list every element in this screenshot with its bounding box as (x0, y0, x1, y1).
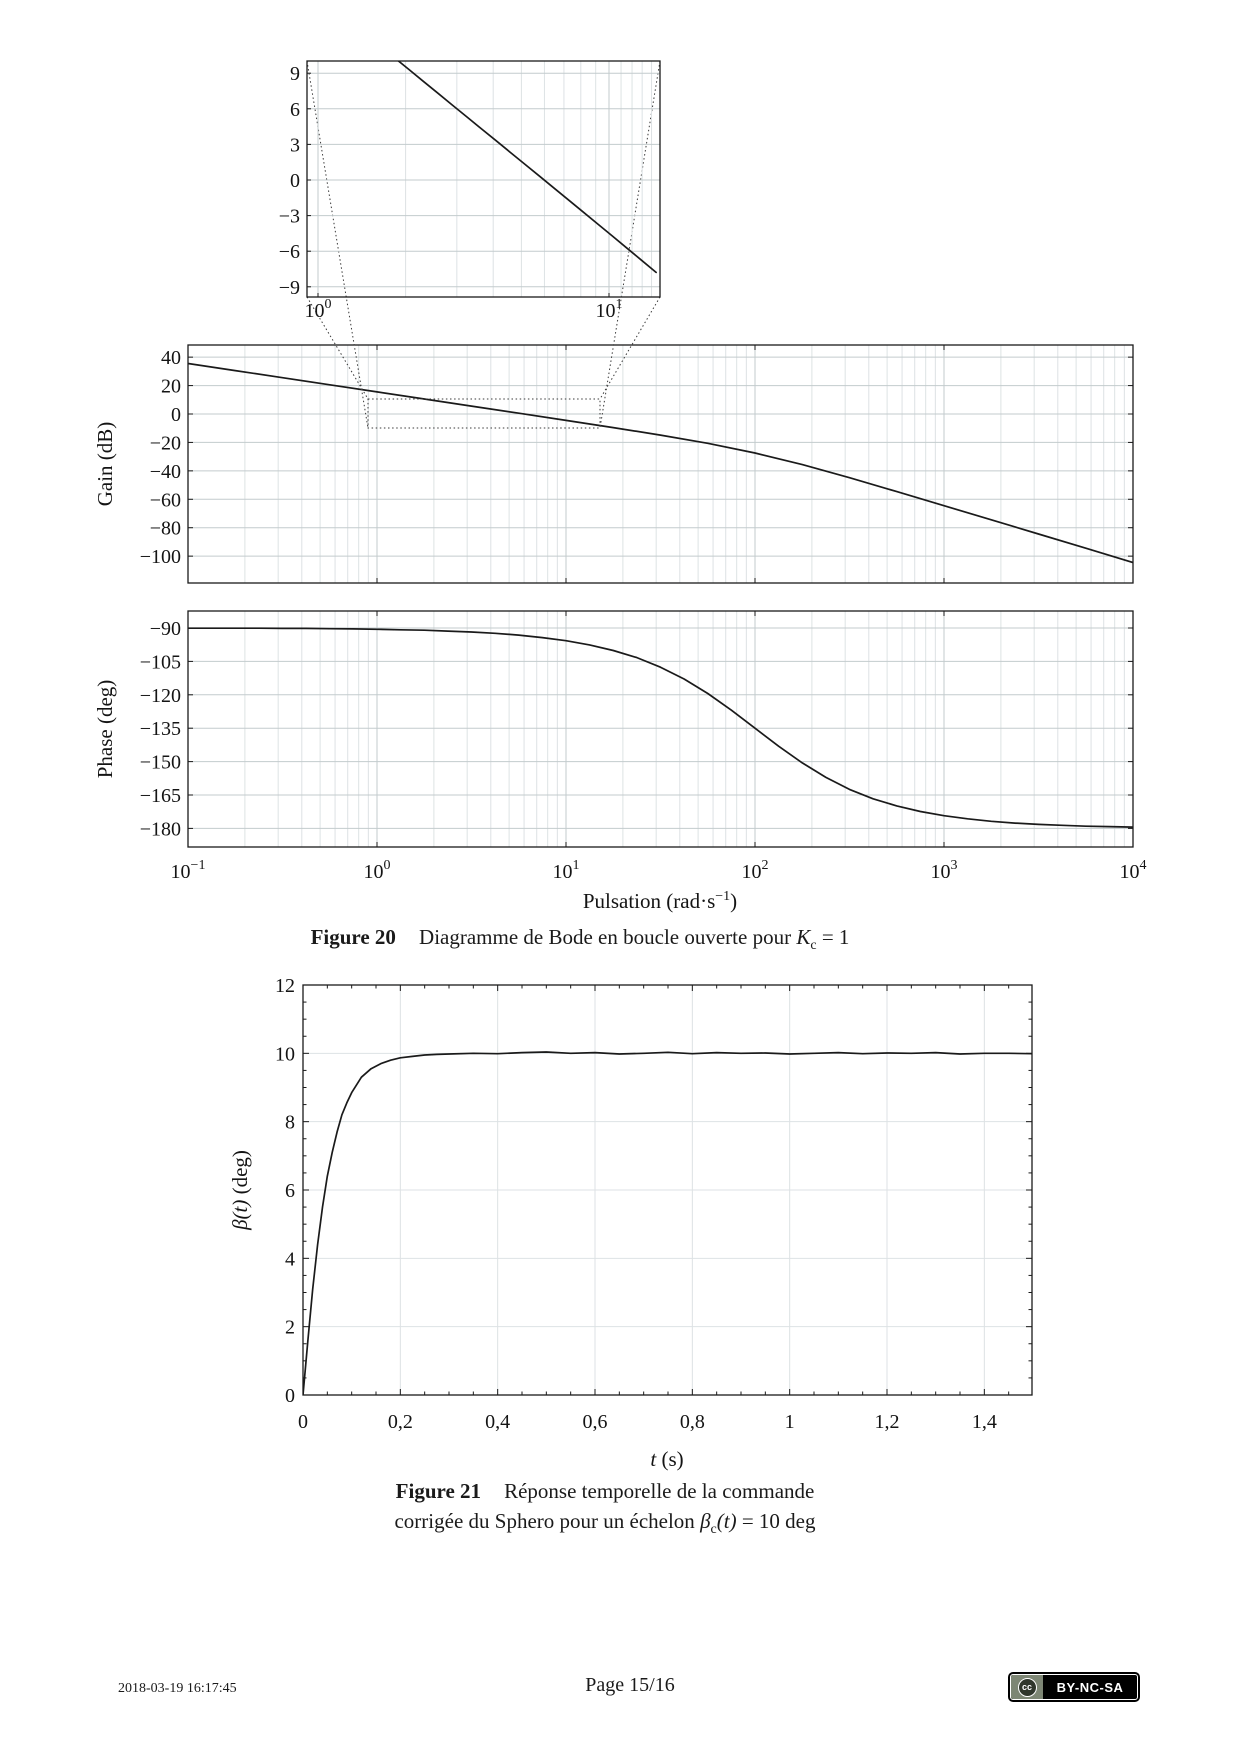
phase-ytick-label: −105 (140, 651, 181, 673)
phase-ytick-label: −150 (140, 752, 181, 774)
inset-xtick-label: 100 (305, 297, 332, 322)
step-xtick-label: 0 (298, 1411, 308, 1433)
step-xtick-label: 1 (785, 1411, 795, 1433)
step-xtick-label: 1,4 (972, 1411, 997, 1433)
inset-ytick-label: 9 (290, 63, 300, 85)
cc-license-text: BY-NC-SA (1056, 1679, 1124, 1695)
step-xtick-label: 0,4 (485, 1411, 510, 1433)
gain-ytick-label: 0 (171, 404, 181, 426)
step-response-curve (303, 1051, 1032, 1395)
figure21-caption: Figure 21 Réponse temporelle de la comman… (185, 1476, 1025, 1545)
inset-ytick-label: −6 (279, 241, 300, 263)
figure21-caption-beta-paren: (t) (716, 1509, 737, 1533)
phase-ytick-label: −135 (140, 718, 181, 740)
phase-ytick-label: −90 (150, 618, 181, 640)
step-ytick-label: 4 (285, 1248, 295, 1270)
figure20-caption-math-sub: c (810, 938, 817, 954)
figure20-caption-label: Figure 20 (310, 925, 396, 949)
phase-ytick-label: −165 (140, 785, 181, 807)
inset-xtick-label: 101 (596, 297, 623, 322)
figure20-caption-math: K (796, 925, 811, 949)
figure21-caption-body2: corrigée du Sphero pour un échelon (394, 1509, 701, 1533)
inset-ytick-label: −9 (279, 277, 300, 299)
gain-ytick-label: 40 (161, 347, 181, 369)
pulsation-tick-label: 101 (553, 858, 580, 883)
gain-ytick-label: −80 (150, 518, 181, 540)
spy-connector (306, 60, 369, 429)
footer-timestamp: 2018-03-19 16:17:45 (118, 1681, 237, 1696)
gain-ytick-label: −20 (150, 432, 181, 454)
inset-gain-curve (397, 61, 657, 274)
inset-ytick-label: −3 (279, 206, 300, 228)
cc-icon: cc (1017, 1677, 1037, 1697)
cc-icon-zone: cc (1011, 1675, 1043, 1699)
figure21-caption-beta: β (700, 1509, 711, 1533)
step-ytick-label: 6 (285, 1180, 295, 1202)
cc-badge-inner: cc BY-NC-SA (1010, 1674, 1138, 1700)
step-ytick-label: 12 (275, 975, 295, 997)
spy-connector (306, 296, 369, 400)
pulsation-tick-label: 104 (1120, 858, 1147, 883)
figure21-caption-body1: Réponse temporelle de la commande (504, 1479, 815, 1503)
gain-ytick-label: −60 (150, 489, 181, 511)
footer-page-number: Page 15/16 (585, 1674, 675, 1696)
bode-gain-plot: 40 20 0 −20 −40 −60 −80 −100 Gain (dB) (93, 344, 1134, 584)
inset-ytick-label: 0 (290, 170, 300, 192)
phase-ytick-label: −180 (140, 818, 181, 840)
step-ytick-label: 0 (285, 1385, 295, 1407)
phase-axis-label: Phase (deg) (93, 680, 117, 779)
pulsation-tick-label: 100 (364, 858, 391, 883)
pulsation-tick-label: 10−1 (171, 858, 206, 883)
gain-axis-label: Gain (dB) (93, 422, 117, 507)
phase-frame (187, 610, 1134, 848)
figure21-caption-line2: corrigée du Sphero pour un échelon βc(t)… (185, 1506, 1025, 1545)
step-response-plot: 0 2 4 6 8 10 12 0 0,2 0,4 0,6 0,8 1 1,2 1,4 β(t) (deg) t… (228, 975, 1033, 1471)
step-ytick-label: 10 (275, 1043, 295, 1065)
figure21-caption-label: Figure 21 (395, 1479, 482, 1503)
step-xtick-label: 0,6 (583, 1411, 608, 1433)
step-xtick-label: 1,2 (875, 1411, 900, 1433)
figure20-caption: Figure 20 Diagramme de Bode en boucle ouv… (160, 922, 1000, 961)
figure20-caption-tail: = 1 (816, 925, 850, 949)
pulsation-tick-label: 102 (742, 858, 769, 883)
inset-ytick-label: 3 (290, 134, 300, 156)
pulsation-axis-label: Pulsation (rad·s−1) (583, 889, 737, 913)
gain-ytick-label: −40 (150, 461, 181, 483)
step-x-axis-label: t (s) (650, 1447, 683, 1471)
phase-curve (188, 627, 1133, 828)
step-xtick-label: 0,2 (388, 1411, 413, 1433)
step-ytick-label: 2 (285, 1317, 295, 1339)
figure21-caption-beta-sub: c (710, 1522, 717, 1538)
gain-curve (188, 362, 1133, 564)
cc-license-badge[interactable]: cc BY-NC-SA (1008, 1672, 1140, 1702)
figure21-caption-line1: Figure 21 Réponse temporelle de la comman… (185, 1476, 1025, 1506)
bode-phase-plot: −90 −105 −120 −135 −150 −165 −180 Phase (deg) 10… (93, 610, 1147, 913)
figure21-caption-tail: = 10 deg (736, 1509, 816, 1533)
pulsation-tick-label: 103 (931, 858, 958, 883)
gain-ytick-label: −100 (140, 546, 181, 568)
inset-frame (306, 60, 661, 298)
spy-connector (599, 60, 661, 429)
gain-frame (187, 344, 1134, 584)
spy-lens-rect (367, 398, 601, 429)
inset-ytick-label: 6 (290, 99, 300, 121)
step-ytick-label: 8 (285, 1112, 295, 1134)
gain-ytick-label: 20 (161, 376, 181, 398)
figure20-caption-body: Diagramme de Bode en boucle ouverte pour (419, 925, 797, 949)
phase-ytick-label: −120 (140, 685, 181, 707)
step-xtick-label: 0,8 (680, 1411, 705, 1433)
spy-connector (599, 296, 661, 400)
step-y-axis-label: β(t) (deg) (228, 1150, 252, 1231)
spy-annotation (306, 60, 661, 429)
